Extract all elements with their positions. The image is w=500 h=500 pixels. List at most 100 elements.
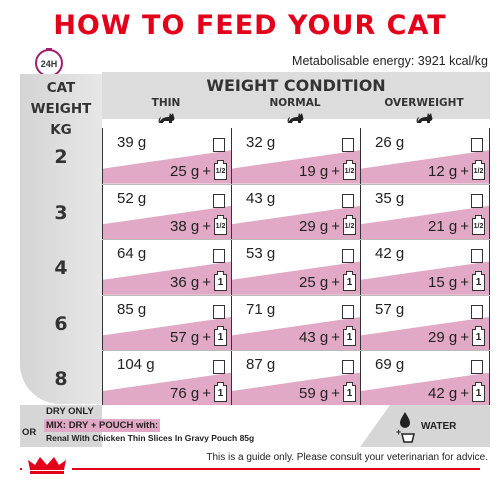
pouch-quantity: 1 bbox=[472, 270, 485, 291]
pouch-quantity: 1/2 bbox=[214, 215, 227, 236]
cat-weight-value: 2 bbox=[54, 146, 68, 168]
pouch-icon bbox=[471, 360, 483, 375]
clock-24h-icon: 24H bbox=[35, 48, 63, 77]
condition-label: NORMAL bbox=[269, 97, 321, 109]
pouch-quantity: 1/2 bbox=[214, 159, 227, 180]
legend-dry-only: DRY ONLY bbox=[46, 406, 94, 417]
legend-mix-product: Renal With Chicken Thin Slices In Gravy … bbox=[46, 433, 255, 443]
mix-dry-amount: 19 g bbox=[299, 162, 329, 180]
mix-dry-amount: 29 g bbox=[428, 329, 458, 347]
condition-label: OVERWEIGHT bbox=[384, 97, 464, 109]
pouch-quantity: 1 bbox=[343, 326, 356, 347]
mix-amount-group: 36 g +1 bbox=[170, 270, 227, 291]
pouch-quantity: 1 bbox=[472, 326, 485, 347]
feeding-cell: 43 g 29 g +1/2 bbox=[231, 183, 361, 240]
cat-weight-column bbox=[20, 74, 102, 404]
condition-label: THIN bbox=[151, 97, 181, 109]
dry-amount: 52 g bbox=[117, 189, 147, 207]
pouch-quantity: 1 bbox=[343, 381, 356, 402]
feeding-cell: 64 g 36 g +1 bbox=[102, 239, 232, 295]
dry-amount: 57 g bbox=[375, 300, 405, 318]
legend-or: OR bbox=[22, 427, 37, 438]
pouch-quantity: 1 bbox=[214, 326, 227, 347]
plus-sign: + bbox=[202, 273, 211, 291]
plus-sign: + bbox=[202, 384, 211, 402]
plus-sign: + bbox=[331, 162, 340, 180]
row-divider bbox=[102, 183, 490, 185]
dry-amount: 32 g bbox=[246, 134, 276, 151]
mix-dry-amount: 15 g bbox=[428, 273, 458, 291]
cat-silhouette-icon bbox=[416, 113, 433, 123]
cat-weight-header: CAT WEIGHT KG bbox=[20, 78, 102, 141]
cat-weight-value: 4 bbox=[54, 257, 68, 280]
mix-dry-amount: 21 g bbox=[428, 218, 458, 236]
mix-amount-group: 25 g +1 bbox=[299, 270, 356, 291]
mix-amount-group: 59 g +1 bbox=[299, 381, 356, 402]
plus-sign: + bbox=[460, 329, 469, 347]
mix-amount-group: 42 g +1 bbox=[428, 381, 485, 402]
plus-sign: + bbox=[202, 218, 211, 236]
pouch-icon bbox=[213, 360, 225, 375]
plus-sign: + bbox=[331, 329, 340, 347]
feeding-cell: 69 g 42 g +1 bbox=[360, 350, 490, 406]
clock-badge-text: 24H bbox=[41, 59, 58, 69]
feeding-cell: 85 g 57 g +1 bbox=[102, 294, 232, 351]
feeding-cell: 87 g 59 g +1 bbox=[231, 350, 361, 406]
weight-condition-header bbox=[102, 72, 490, 119]
row-divider bbox=[102, 350, 490, 352]
row-divider bbox=[102, 294, 490, 296]
row-divider bbox=[102, 239, 490, 241]
mix-dry-amount: 29 g bbox=[299, 218, 329, 236]
feeding-cell: 35 g 21 g +1/2 bbox=[360, 183, 490, 240]
mix-amount-group: 38 g +1/2 bbox=[170, 215, 227, 236]
feeding-cell: 32 g 19 g +1/2 bbox=[231, 128, 361, 184]
mix-dry-amount: 25 g bbox=[170, 162, 200, 180]
dry-amount: 85 g bbox=[117, 300, 147, 318]
pouch-icon bbox=[342, 360, 354, 375]
plus-sign: + bbox=[460, 273, 469, 291]
mix-amount-group: 19 g +1/2 bbox=[299, 159, 356, 180]
pouch-quantity: 1/2 bbox=[472, 159, 485, 180]
water-bowl-icon: + bbox=[396, 412, 415, 443]
pouch-icon bbox=[213, 304, 225, 319]
feeding-cell: 71 g 43 g +1 bbox=[231, 294, 361, 351]
plus-sign: + bbox=[460, 384, 469, 402]
mix-amount-group: 29 g +1/2 bbox=[299, 215, 356, 236]
mix-amount-group: 29 g +1 bbox=[428, 326, 485, 347]
feeding-cell: 42 g 15 g +1 bbox=[360, 239, 490, 295]
mix-dry-amount: 12 g bbox=[428, 162, 458, 180]
plus-sign: + bbox=[331, 273, 340, 291]
feeding-cell: 53 g 25 g +1 bbox=[231, 239, 361, 295]
plus-sign: + bbox=[460, 162, 469, 180]
footer-rule bbox=[20, 468, 480, 470]
dry-amount: 64 g bbox=[117, 245, 147, 263]
cat-weight-header-line: KG bbox=[50, 122, 72, 138]
dry-amount: 71 g bbox=[246, 300, 276, 318]
pouch-icon bbox=[342, 193, 354, 208]
plus-sign: + bbox=[331, 384, 340, 402]
plus-sign: + bbox=[460, 218, 469, 236]
legend-water: WATER bbox=[421, 421, 457, 432]
mix-amount-group: 21 g +1/2 bbox=[428, 215, 485, 236]
mix-amount-group: 12 g +1/2 bbox=[428, 159, 485, 180]
plus-sign: + bbox=[202, 329, 211, 347]
pouch-icon bbox=[213, 138, 225, 152]
cat-weight-header-line: WEIGHT bbox=[30, 101, 92, 117]
dry-amount: 26 g bbox=[375, 134, 405, 151]
dry-amount: 42 g bbox=[375, 245, 405, 263]
mix-dry-amount: 57 g bbox=[170, 329, 200, 347]
mix-dry-amount: 43 g bbox=[299, 329, 329, 347]
cat-silhouette-icon bbox=[287, 113, 304, 123]
svg-text:+: + bbox=[396, 427, 401, 437]
dry-amount: 53 g bbox=[246, 245, 276, 263]
mix-dry-amount: 76 g bbox=[170, 384, 200, 402]
pouch-icon bbox=[471, 193, 483, 208]
pouch-icon bbox=[471, 304, 483, 319]
dry-amount: 69 g bbox=[375, 356, 405, 374]
mix-dry-amount: 42 g bbox=[428, 384, 458, 402]
pouch-icon bbox=[213, 249, 225, 264]
page-title: HOW TO FEED YOUR CAT bbox=[53, 10, 447, 41]
dry-amount: 39 g bbox=[117, 134, 147, 151]
pouch-quantity: 1 bbox=[472, 381, 485, 402]
pouch-quantity: 1/2 bbox=[343, 215, 356, 236]
